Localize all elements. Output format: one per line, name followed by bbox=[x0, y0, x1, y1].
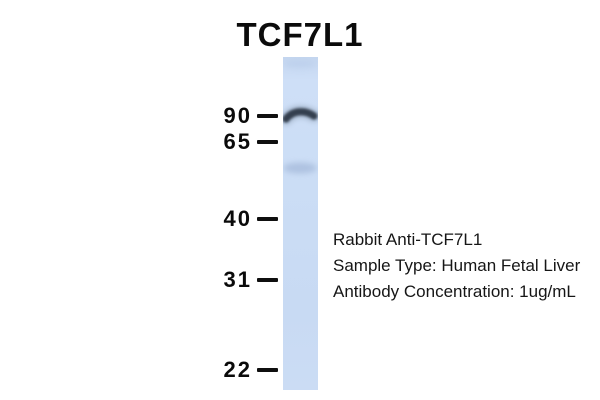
annotation-block: Rabbit Anti-TCF7L1 Sample Type: Human Fe… bbox=[333, 227, 580, 305]
annotation-concentration: Antibody Concentration: 1ug/mL bbox=[333, 282, 576, 301]
mw-label-65: 65 bbox=[223, 129, 252, 154]
protein-band-strong-halo bbox=[283, 106, 318, 125]
mw-tick-22 bbox=[257, 368, 278, 372]
mw-label-40: 40 bbox=[223, 206, 252, 231]
annotation-sample-type: Sample Type: Human Fetal Liver bbox=[333, 256, 581, 275]
mw-tick-65 bbox=[257, 140, 278, 144]
mw-marker-40: 40 bbox=[178, 207, 278, 231]
mw-marker-31: 31 bbox=[178, 268, 278, 292]
mw-label-22: 22 bbox=[223, 357, 252, 382]
blot-lane-bands bbox=[283, 60, 318, 174]
blot-lane bbox=[283, 57, 318, 390]
annotation-antibody: Rabbit Anti-TCF7L1 bbox=[333, 230, 483, 249]
mw-label-31: 31 bbox=[223, 267, 252, 292]
mw-marker-22: 22 bbox=[178, 358, 278, 382]
mw-marker-90: 90 bbox=[178, 104, 278, 128]
mw-label-90: 90 bbox=[223, 103, 252, 128]
mw-tick-40 bbox=[257, 217, 278, 221]
mw-tick-90 bbox=[257, 114, 278, 118]
mw-tick-31 bbox=[257, 278, 278, 282]
figure-title: TCF7L1 bbox=[236, 16, 364, 53]
protein-band-faint bbox=[283, 162, 317, 174]
mw-marker-65: 65 bbox=[178, 130, 278, 154]
lane-top-smudge bbox=[284, 60, 316, 68]
